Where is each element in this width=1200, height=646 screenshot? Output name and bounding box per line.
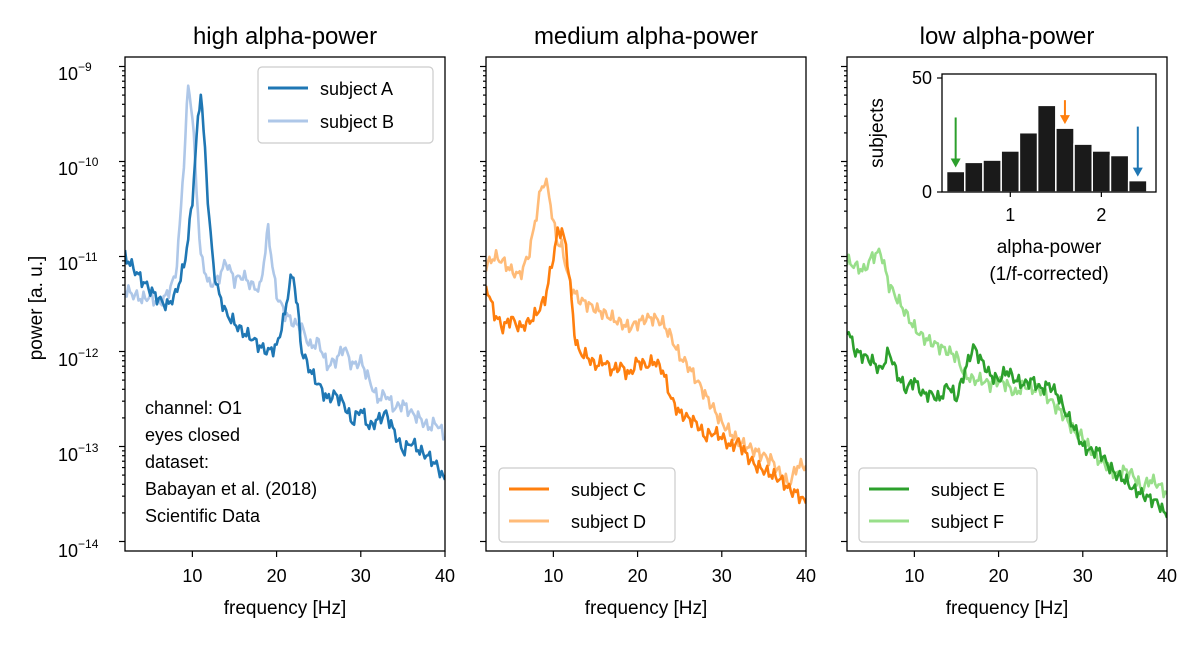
histogram-bar [964,161,984,193]
inset-arrows [950,100,1143,177]
x-tick-label: 40 [435,566,455,586]
series-line-subject-C [486,226,806,505]
panel-title-medium: medium alpha-power [534,23,758,50]
x-tick-label: 10 [543,566,563,586]
series-line-subject-E [847,331,1167,519]
x-tick-label: 30 [1073,566,1093,586]
histogram-bar [1109,154,1130,193]
panel-low-alpha: low alpha-power 10 20 30 40 frequency [Hz] … [841,23,1177,619]
x-tick-label: 40 [796,566,816,586]
annotation-line-1: channel: O1 [145,398,242,418]
x-axis-label-low: frequency [Hz] [946,598,1069,619]
histogram-bar [1018,131,1039,193]
y-tick-label-1e-14: 10−14 [58,537,99,561]
annotation-line-5: Scientific Data [145,506,261,526]
legend-label-subject-d: subject D [571,512,646,532]
x-tick-label: 30 [712,566,732,586]
y-tick-label-1e-12: 10−12 [58,346,99,370]
inset-y-tick-label: 50 [912,68,932,88]
histogram-bar [1055,127,1075,193]
ticks-high: 10 20 30 40 [119,65,455,586]
arrowhead-medium [1059,115,1070,125]
x-tick-label: 30 [351,566,371,586]
x-tick-label: 40 [1157,566,1177,586]
arrowhead-high [1132,167,1143,177]
legend-medium: subject C subject D [498,467,676,543]
y-tick-label-1e-11: 10−11 [58,250,98,274]
histogram-bar [1127,179,1148,193]
legend-low: subject E subject F [858,467,1038,543]
series-group-low [847,247,1167,519]
axes-frame-medium [485,56,807,552]
histogram-bar [1073,143,1094,193]
x-tick-label: 20 [267,566,287,586]
series-line-subject-F [847,247,1167,499]
inset-x-label-2: (1/f-corrected) [989,264,1108,285]
ticks-low: 10 20 30 40 [841,65,1177,586]
x-tick-label: 20 [628,566,648,586]
histogram-bar [1036,104,1057,193]
axes-frame-low [846,56,1168,552]
inset-frame [941,73,1157,193]
panel-high-alpha: high alpha-power power [a. u.] 10 20 30 40 … [26,23,455,619]
x-tick-label: 10 [904,566,924,586]
inset-x-label: alpha-power [997,237,1102,258]
series-line-subject-B [125,84,445,441]
histogram-bar [1091,150,1112,193]
panel-title-low: low alpha-power [920,23,1095,50]
y-axis-label: power [a. u.] [26,256,47,361]
inset-histogram: 1 2 0 50 subjects alpha-power (1/f-correcte… [867,68,1157,289]
series-group-medium [486,177,806,505]
legend-box [858,467,1038,543]
inset-x-tick-label: 2 [1096,205,1106,225]
y-tick-labels: 10−9 10−10 10−11 10−12 10−13 10−14 [58,60,99,561]
y-tick-label-1e-10: 10−10 [58,155,99,179]
legend-box [498,467,676,543]
arrowhead-low [950,158,961,168]
histogram-bar [1000,150,1021,193]
inset-x-tick-label: 1 [1005,205,1015,225]
legend-label-subject-f: subject F [931,512,1004,532]
annotation-line-4: Babayan et al. (2018) [145,479,317,499]
legend-label-subject-a: subject A [320,79,393,99]
annotation-dataset: channel: O1 eyes closed dataset: Babayan… [145,398,317,526]
inset-bars [945,104,1148,193]
inset-y-tick-label: 0 [922,182,932,202]
legend-high: subject A subject B [257,66,434,144]
inset-y-label: subjects [867,98,888,168]
y-tick-label-1e-13: 10−13 [58,441,99,465]
series-line-subject-D [486,177,806,488]
x-tick-label: 10 [182,566,202,586]
annotation-line-3: dataset: [145,452,209,472]
inset-ticks: 1 2 0 50 [912,68,1106,225]
y-tick-label-1e-9: 10−9 [58,60,92,84]
axes-frame-high [124,56,446,552]
x-tick-label: 20 [989,566,1009,586]
panel-medium-alpha: medium alpha-power 10 20 30 40 frequency [H… [480,23,816,619]
legend-box [257,66,434,144]
panel-title-high: high alpha-power [193,23,377,50]
annotation-line-2: eyes closed [145,425,240,445]
series-group-high [125,84,445,481]
legend-label-subject-b: subject B [320,112,394,132]
x-axis-label-high: frequency [Hz] [224,598,347,619]
histogram-bar [982,159,1002,193]
x-axis-label-medium: frequency [Hz] [585,598,708,619]
histogram-bar [945,170,966,193]
series-line-subject-A [125,93,445,481]
legend-label-subject-c: subject C [571,480,646,500]
ticks-medium: 10 20 30 40 [480,65,816,586]
legend-label-subject-e: subject E [931,480,1005,500]
